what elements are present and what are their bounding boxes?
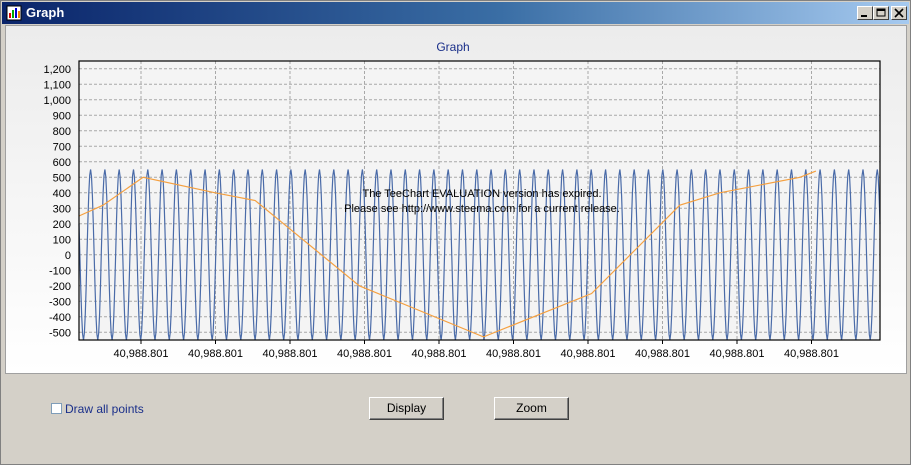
minimize-button[interactable]	[857, 6, 873, 20]
plot-area	[79, 61, 880, 340]
display-button[interactable]: Display	[369, 397, 444, 420]
x-tick-label: 40,988.801	[262, 348, 317, 360]
series-oscillation-line	[78, 169, 881, 341]
x-tick-label: 40,988.801	[560, 348, 615, 360]
x-tick-label: 40,988.801	[337, 348, 392, 360]
x-tick-label: 40,988.801	[188, 348, 243, 360]
x-tick-label: 40,988.801	[486, 348, 541, 360]
maximize-icon	[876, 8, 886, 17]
y-tick-label: 800	[53, 126, 71, 138]
maximize-button[interactable]	[873, 6, 889, 20]
x-tick-label: 40,988.801	[113, 348, 168, 360]
chart-panel[interactable]: Graph 1,200 1,100 1,000 900 800 700 600 500 400 3…	[5, 25, 907, 374]
close-button[interactable]	[891, 6, 907, 20]
series-trend-line	[78, 170, 817, 338]
x-tick-label: 40,988.801	[411, 348, 466, 360]
minimize-icon	[861, 15, 867, 17]
watermark-line-2: Please see http://www.steema.com for a c…	[344, 203, 620, 215]
app-icon	[6, 5, 22, 21]
y-tick-label: 0	[65, 250, 71, 262]
y-tick-label: 1,100	[43, 79, 71, 91]
y-tick-label: 700	[53, 141, 71, 153]
x-tick-label: 40,988.801	[784, 348, 839, 360]
title-bar[interactable]: Graph	[2, 2, 909, 24]
close-icon	[894, 8, 904, 18]
y-tick-label: -300	[49, 296, 71, 308]
x-tick-label: 40,988.801	[709, 348, 764, 360]
zoom-button[interactable]: Zoom	[494, 397, 569, 420]
x-tick-label: 40,988.801	[635, 348, 690, 360]
y-tick-label: 600	[53, 157, 71, 169]
y-tick-label: 300	[53, 203, 71, 215]
y-tick-label: 100	[53, 234, 71, 246]
plot-border	[78, 60, 881, 341]
chart-title: Graph	[436, 40, 469, 54]
y-tick-label: 1,200	[43, 64, 71, 76]
y-tick-label: 500	[53, 172, 71, 184]
y-tick-label: -500	[49, 327, 71, 339]
y-tick-label: 400	[53, 188, 71, 200]
teechart-graph[interactable]: Graph 1,200 1,100 1,000 900 800 700 600 500 400 3…	[6, 26, 906, 373]
y-tick-label: -100	[49, 265, 71, 277]
checkbox-box[interactable]	[51, 403, 62, 414]
y-tick-label: 900	[53, 110, 71, 122]
draw-all-points-label: Draw all points	[65, 402, 144, 416]
window-title: Graph	[26, 5, 65, 20]
y-tick-label: -400	[49, 312, 71, 324]
y-tick-label: -200	[49, 281, 71, 293]
y-tick-label: 1,000	[43, 95, 71, 107]
y-tick-label: 200	[53, 219, 71, 231]
watermark-line-1: The TeeChart EVALUATION version has expi…	[362, 188, 601, 200]
